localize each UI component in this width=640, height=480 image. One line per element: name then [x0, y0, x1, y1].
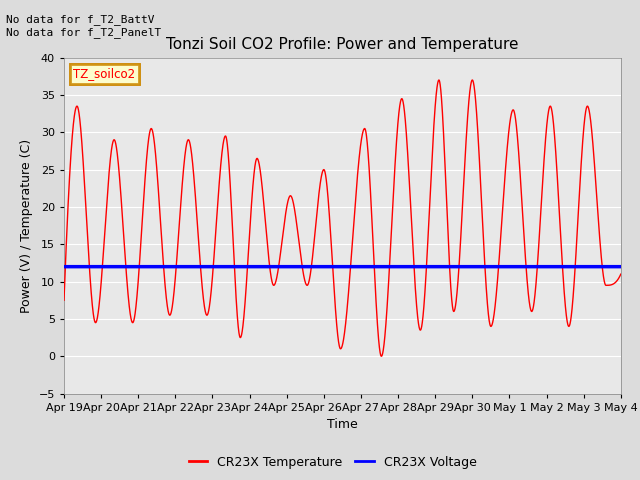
X-axis label: Time: Time	[327, 418, 358, 431]
Y-axis label: Power (V) / Temperature (C): Power (V) / Temperature (C)	[20, 139, 33, 312]
Title: Tonzi Soil CO2 Profile: Power and Temperature: Tonzi Soil CO2 Profile: Power and Temper…	[166, 37, 518, 52]
Legend: TZ_soilco2: TZ_soilco2	[70, 63, 139, 84]
Legend: CR23X Temperature, CR23X Voltage: CR23X Temperature, CR23X Voltage	[184, 451, 482, 474]
Text: No data for f_T2_BattV
No data for f_T2_PanelT: No data for f_T2_BattV No data for f_T2_…	[6, 14, 162, 38]
